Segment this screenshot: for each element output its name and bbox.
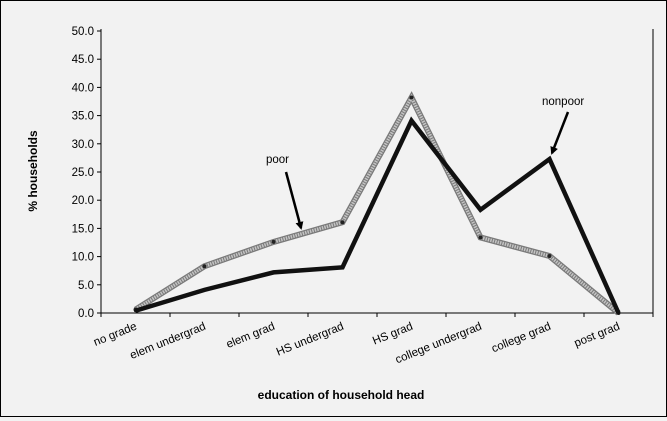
y-tick-label: 30.0	[72, 139, 94, 151]
y-tick-label: 40.0	[72, 82, 94, 94]
data-point-poor	[202, 264, 207, 269]
data-point-nonpoor	[134, 309, 137, 313]
y-axis-ticks: 0.0 5.0 10.0 15.0 20.0 25.0 30.0 35.0 40.0 45.0 50…	[72, 26, 101, 320]
x-tick-label: HS grad	[371, 321, 415, 348]
data-point-nonpoor	[341, 265, 344, 269]
series-line-nonpoor	[134, 116, 621, 314]
series-line-poor-outline	[133, 91, 621, 316]
data-point-poor	[478, 235, 483, 240]
x-tick-label: no grade	[92, 321, 139, 349]
y-tick-label: 10.0	[72, 252, 94, 264]
annotation-nonpoor: nonpoor	[542, 96, 584, 108]
data-point-poor	[409, 95, 414, 100]
series-line-poor	[134, 93, 620, 315]
annotation-nonpoor-arrow	[550, 111, 570, 155]
x-tick-label: HS undergrad	[275, 321, 346, 359]
y-tick-label: 0.0	[78, 308, 94, 320]
y-axis-title: % households	[26, 130, 40, 212]
x-tick-label: post grad	[573, 321, 622, 350]
data-point-nonpoor	[548, 157, 551, 161]
y-tick-label: 15.0	[72, 223, 94, 235]
x-tick-label: elem undergrad	[128, 321, 207, 362]
y-tick-label: 5.0	[78, 280, 94, 292]
y-tick-label: 20.0	[72, 195, 94, 207]
series-nonpoor	[134, 116, 621, 315]
data-point-poor	[340, 220, 345, 225]
data-point-poor	[271, 239, 276, 244]
y-tick-label: 45.0	[72, 54, 94, 66]
data-point-nonpoor	[203, 288, 206, 292]
y-tick-label: 25.0	[72, 167, 94, 179]
x-tick-label: elem grad	[225, 321, 277, 351]
y-tick-label: 50.0	[72, 26, 94, 38]
data-point-nonpoor	[410, 119, 413, 123]
series-layer	[133, 91, 621, 316]
y-tick-label: 35.0	[72, 111, 94, 123]
x-axis-title: education of household head	[258, 388, 425, 402]
annotation-poor-arrow	[284, 171, 304, 230]
data-point-nonpoor	[617, 311, 620, 315]
x-tick-label: college grad	[490, 321, 553, 356]
data-point-nonpoor	[479, 208, 482, 212]
data-point-nonpoor	[272, 270, 275, 274]
data-point-poor	[547, 254, 552, 259]
annotation-poor: poor	[266, 154, 289, 166]
series-poor	[133, 91, 621, 316]
